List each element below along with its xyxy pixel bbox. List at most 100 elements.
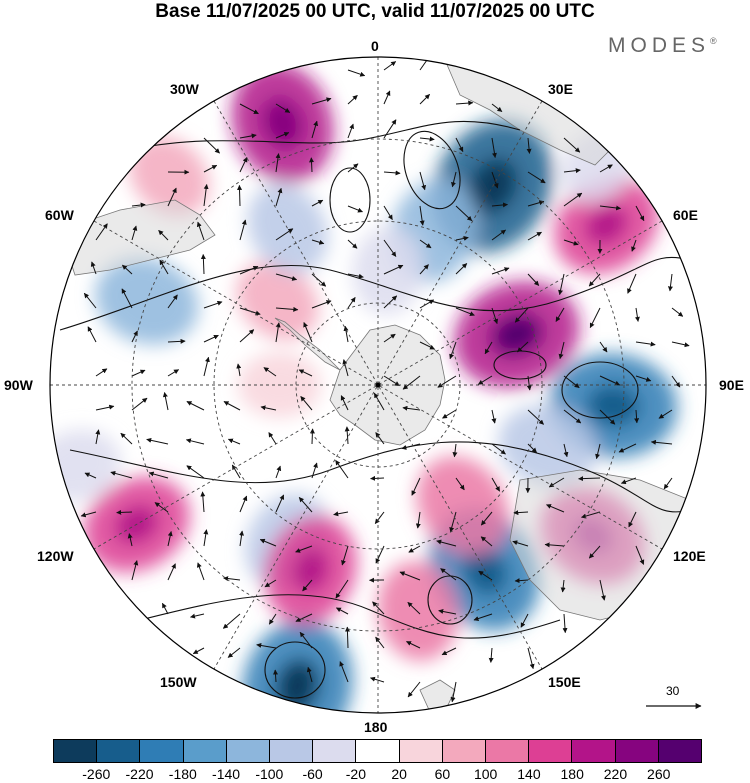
colorbar-swatch (399, 740, 443, 762)
wind-arrow (311, 462, 318, 479)
wind-arrow (628, 511, 637, 528)
wind-arrow (275, 187, 283, 207)
wind-arrow (167, 187, 177, 207)
wind-arrow (131, 369, 146, 377)
wind-arrow (383, 205, 393, 221)
wind-arrow (527, 409, 544, 425)
wind-arrow (407, 681, 421, 698)
wind-arrow (671, 307, 684, 317)
wind-arrow (383, 264, 404, 275)
lon-label-150e: 150E (548, 674, 581, 690)
wind-arrow (484, 341, 493, 355)
brand-name: MODES (608, 34, 711, 57)
wind-arrow (131, 225, 138, 241)
stream-contour (561, 361, 639, 419)
wind-arrow (635, 205, 645, 222)
wind-vectors (80, 57, 690, 703)
south-america-land (59, 199, 216, 276)
wind-arrow (185, 438, 205, 445)
wind-arrow (620, 477, 637, 485)
colorbar-swatch (226, 740, 271, 762)
colorbar-swatch (486, 740, 530, 762)
wind-arrow (527, 273, 540, 286)
wind-arrow (558, 341, 565, 360)
lon-label-120e: 120E (673, 548, 706, 564)
wind-arrow (491, 307, 499, 325)
wind-arrow (618, 443, 637, 453)
wind-arrow (311, 120, 319, 139)
wind-arrow (333, 511, 349, 517)
wind-arrow (658, 409, 673, 419)
wind-arrow (650, 439, 673, 445)
lon-label-0: 0 (371, 38, 379, 54)
colorbar-swatch (529, 740, 573, 762)
wind-arrow (192, 647, 205, 655)
wind-arrow (419, 341, 435, 350)
anomaly-core (292, 548, 329, 592)
wind-arrow (347, 296, 356, 309)
wind-arrow (190, 613, 205, 619)
wind-arrow (599, 205, 622, 211)
wind-arrow (311, 273, 327, 287)
meridian-line (93, 220, 663, 550)
wind-arrow (667, 273, 673, 292)
wind-arrow (599, 409, 616, 425)
wind-arrow (120, 432, 133, 445)
colorbar-tick-label: -60 (302, 766, 323, 782)
wind-arrow (127, 533, 133, 547)
wind-arrow (298, 369, 313, 377)
wind-arrow (438, 609, 457, 615)
lon-label-180: 180 (364, 719, 388, 735)
wind-arrow (383, 375, 400, 387)
lon-label-120w: 120W (37, 548, 74, 564)
wind-arrow (455, 307, 475, 316)
wind-arrow (375, 432, 385, 445)
wind-arrow (347, 123, 354, 139)
colorbar-swatch (97, 740, 141, 762)
stream-contour (403, 130, 461, 210)
colorbar-swatch (140, 740, 184, 762)
wind-arrow (80, 511, 97, 518)
wind-arrow (260, 405, 277, 411)
wind-arrow (275, 153, 281, 173)
wind-arrow (455, 205, 473, 222)
wind-arrow (526, 375, 532, 391)
wind-arrow (275, 273, 298, 281)
wind-arrow (347, 95, 358, 105)
wind-arrow (203, 137, 220, 154)
wind-arrow (298, 497, 313, 513)
wind-arrow (634, 409, 640, 424)
wind-arrow (159, 259, 169, 275)
wind-arrow (309, 428, 315, 445)
wind-arrow (383, 295, 398, 309)
wind-arrow (131, 560, 139, 581)
wind-arrow (599, 164, 613, 173)
wind-arrow (450, 681, 457, 703)
wind-arrow (237, 184, 243, 207)
wind-arrow (563, 409, 582, 424)
colorbar-tick-label: 20 (391, 766, 407, 782)
wind-arrow (491, 171, 499, 189)
stream-line (59, 256, 691, 331)
stream-contour (329, 167, 371, 233)
meridian-line (213, 100, 543, 670)
wind-arrow (491, 409, 497, 424)
wind-arrow (599, 579, 606, 601)
wind-arrow (517, 341, 529, 353)
wind-arrow (110, 470, 133, 479)
wind-arrow (239, 103, 259, 115)
wind-arrow (239, 219, 247, 241)
anomaly-core (275, 659, 319, 713)
wind-arrow (275, 322, 281, 343)
wind-arrow (563, 137, 581, 153)
wind-arrow (268, 613, 277, 625)
wind-arrow (186, 401, 205, 411)
wind-arrow (167, 294, 178, 309)
wind-arrow (588, 273, 601, 287)
wind-arrow (203, 184, 209, 207)
wind-arrow (563, 443, 569, 458)
wind-arrow (563, 239, 579, 246)
wind-arrow (302, 579, 313, 592)
graticule (50, 57, 706, 713)
wind-arrow (344, 426, 350, 445)
